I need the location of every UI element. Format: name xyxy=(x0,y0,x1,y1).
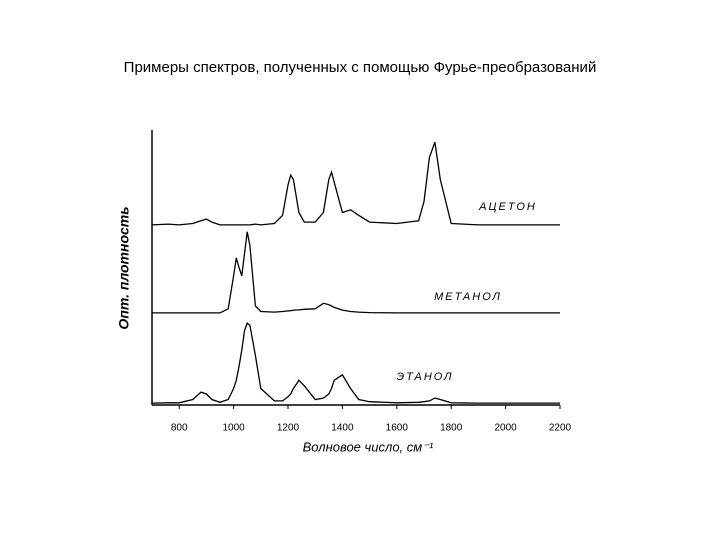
x-tick-label: 1200 xyxy=(277,423,300,434)
series-label: МЕТАНОЛ xyxy=(434,291,502,303)
x-tick-label: 1000 xyxy=(222,423,245,434)
y-axis-label: Опт. плотность xyxy=(116,206,132,329)
x-tick-label: 2200 xyxy=(549,423,572,434)
spectrum-line xyxy=(151,322,560,404)
x-tick-label: 2000 xyxy=(494,423,517,434)
slide-title: Примеры спектров, полученных с помощью Ф… xyxy=(124,59,597,76)
series-label: ЭТАНОЛ xyxy=(397,371,454,383)
x-axis-label: Волновое число, см⁻¹ xyxy=(303,439,434,454)
x-tick-label: 1400 xyxy=(331,423,354,434)
x-tick-label: 1600 xyxy=(386,423,409,434)
x-tick-label: 800 xyxy=(171,423,188,434)
series-label: АЦЕТОН xyxy=(478,201,537,213)
x-tick-label: 1800 xyxy=(440,423,463,434)
spectrum-line xyxy=(151,141,560,226)
spectrum-line xyxy=(152,231,560,314)
